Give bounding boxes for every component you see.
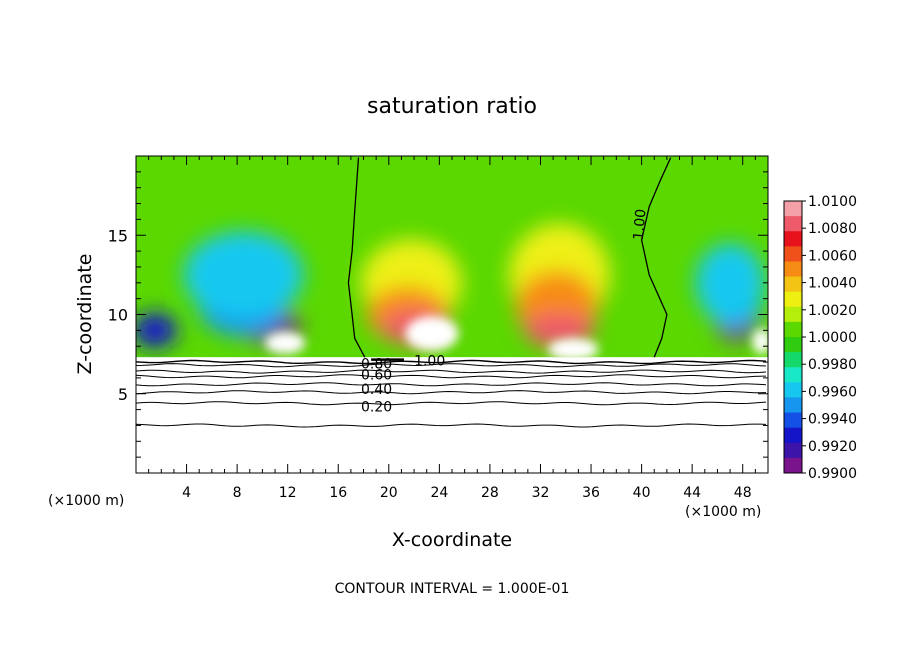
- y-tick-label-1: 10: [108, 306, 128, 325]
- y-axis-label: Z-coordinate: [74, 254, 96, 375]
- contour-1_00-1: [640, 157, 672, 358]
- colorbar-label-8: 0.9940: [808, 412, 857, 428]
- colorbar-swatch-11: [784, 367, 802, 383]
- colorbar-label-4: 1.0020: [808, 303, 857, 319]
- contour-1_00-0: [347, 157, 366, 358]
- x-tick-label-9: 40: [633, 485, 651, 501]
- x-tick-label-10: 44: [683, 485, 701, 501]
- y-tick-label-0: 5: [118, 385, 128, 404]
- x-axis-unit-left: (×1000 m): [48, 493, 124, 509]
- x-tick-label-2: 12: [279, 485, 297, 501]
- colorbar-swatch-13: [784, 397, 802, 414]
- contour-line-0_2: [136, 401, 767, 406]
- contour-lines: 1.00 1.00 0.800.600.400.20: [136, 157, 767, 428]
- colorbar-swatch-5: [784, 276, 802, 293]
- colorbar-label-5: 1.0000: [808, 330, 857, 346]
- contour-label-4: 0.40: [361, 382, 392, 398]
- colorbar-swatch-16: [784, 442, 802, 459]
- field-region-6: [695, 243, 765, 323]
- colorbar-label-6: 0.9980: [808, 357, 857, 373]
- colorbar-swatch-9: [784, 337, 802, 353]
- contour-interval-note: CONTOUR INTERVAL = 1.000E-01: [335, 581, 570, 597]
- contour-line-0_7: [136, 363, 767, 368]
- colorbar-swatch-6: [784, 291, 802, 308]
- colorbar-swatch-4: [784, 261, 802, 278]
- colorbar-swatch-1: [784, 216, 802, 232]
- contour-line-0_4: [136, 382, 767, 387]
- contour-line-0_3: [136, 390, 767, 395]
- colorbar-label-1: 1.0080: [808, 221, 857, 237]
- x-axis-unit-right: (×1000 m): [685, 504, 761, 520]
- x-tick-label-6: 28: [481, 485, 499, 501]
- contour-label-3: 0.60: [361, 368, 392, 384]
- x-tick-label-0: 4: [182, 485, 191, 501]
- y-axis: 5 10 15: [108, 171, 768, 458]
- x-tick-label-1: 8: [233, 485, 242, 501]
- colorbar: 1.0100 1.0080 1.0060 1.0040 1.0020 1.0000 0.99…: [783, 194, 857, 482]
- x-tick-label-5: 24: [430, 485, 448, 501]
- contour-label-0: 1.00: [631, 208, 650, 240]
- colorbar-swatch-3: [784, 246, 802, 262]
- colorbar-swatch-15: [784, 427, 802, 444]
- colorbar-swatch-12: [784, 382, 802, 398]
- contour-label-2: 0.80: [361, 357, 392, 373]
- colorbar-label-2: 1.0060: [808, 248, 857, 264]
- contour-line-0_8: [136, 359, 767, 365]
- colorbar-swatch-14: [784, 412, 802, 429]
- contour-label-5: 0.20: [361, 399, 392, 415]
- colorbar-label-3: 1.0040: [808, 276, 857, 292]
- colorbar-label-0: 1.0100: [808, 194, 857, 210]
- contour-line-0_1: [136, 423, 767, 428]
- colorbar-label-9: 0.9920: [808, 439, 857, 455]
- contour-line-0_5: [136, 374, 767, 379]
- colorbar-label-10: 0.9900: [808, 466, 857, 482]
- field-region-5: [183, 231, 304, 319]
- x-tick-label-11: 48: [734, 485, 752, 501]
- colorbar-swatch-8: [784, 321, 802, 338]
- colorbar-swatch-17: [784, 457, 802, 474]
- x-axis: 4 8 12 16 20 24 28 32 36 40 44 48: [148, 156, 756, 501]
- contour-line-0_6: [136, 369, 767, 374]
- field-region-2: [136, 312, 178, 348]
- cloud-hole-2: [405, 316, 459, 351]
- x-tick-label-3: 16: [329, 485, 347, 501]
- saturation-field: 1.00 1.00 0.800.600.400.20: [136, 156, 768, 473]
- colorbar-label-7: 0.9960: [808, 384, 857, 400]
- chart-title: saturation ratio: [367, 94, 537, 119]
- colorbar-swatch-10: [784, 352, 802, 368]
- contour-label-1: 1.00: [414, 353, 445, 369]
- x-tick-label-8: 36: [582, 485, 600, 501]
- cloud-hole-0: [264, 331, 306, 355]
- colorbar-swatch-0: [784, 201, 802, 217]
- x-tick-label-7: 32: [532, 485, 550, 501]
- cloud-hole-3: [548, 338, 599, 358]
- y-tick-label-2: 15: [108, 226, 128, 245]
- cloud-hole-1: [752, 328, 768, 355]
- colorbar-swatch-2: [784, 231, 802, 247]
- x-axis-label: X-coordinate: [392, 529, 512, 551]
- x-tick-label-4: 20: [380, 485, 398, 501]
- colorbar-swatch-7: [784, 306, 802, 323]
- cloud-holes: [264, 316, 768, 358]
